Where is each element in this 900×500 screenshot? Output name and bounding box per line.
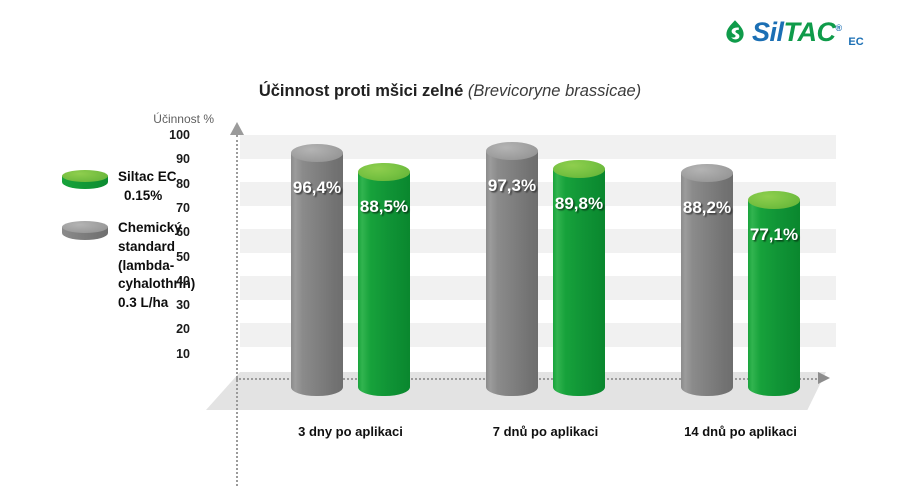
y-axis-label: Účinnost % [153,112,214,126]
y-axis-tick-label: 60 [176,225,190,240]
bar-value-label: 89,8% [554,193,604,213]
y-axis-arrow-icon [230,122,244,135]
y-axis-tick-label: 80 [176,176,190,191]
bar-cylinder: 97,3% [486,141,538,396]
bar-cylinder-top [486,141,538,160]
y-axis-tick-label: 90 [176,152,190,167]
gridline-band [240,135,836,159]
title-main: Účinnost proti mšici zelné [258,82,464,100]
bar-cylinder: 96,4% [291,143,343,396]
x-axis-category-label: 7 dnů po aplikaci [492,424,599,439]
bar-cylinder-top [681,163,733,182]
legend-label-siltac-line1: Siltac EC [118,169,177,184]
y-axis-tick-label: 30 [176,298,190,313]
bar-cylinder-body [681,172,733,396]
legend-item-chemical-standard: Chemický standard (lambda- cyhalothrin) … [62,219,196,312]
bar-value-label: 97,3% [487,175,537,195]
logo-text-ec: EC [848,35,864,48]
y-axis-tick-label: 100 [169,128,190,142]
bar-cylinder-body [358,171,410,396]
bar-cylinder-body [553,168,605,396]
legend-label-chem-line4: cyhalothrin) [118,276,196,292]
bar-cylinder: 77,1% [748,190,800,396]
x-axis-arrow-icon [818,372,830,384]
logo-text-sil: Sil [752,16,784,47]
y-axis-tick-label: 10 [176,346,190,361]
y-axis-tick-label: 40 [176,273,190,288]
bar-cylinder-body [486,150,538,396]
logo-wordmark: SilTAC® EC [752,16,864,47]
y-axis-tick-label: 70 [176,200,190,215]
bar-value-label: 96,4% [292,177,342,197]
legend-label-chemical-standard: Chemický standard (lambda- cyhalothrin) … [118,219,196,312]
bar-cylinder: 88,5% [358,162,410,396]
bar-cylinder-top [358,162,410,181]
page-title: Účinnost proti mšici zelné (Brevicoryne … [0,82,900,101]
bar-value-label: 88,5% [359,196,409,216]
registered-trademark-icon: ® [835,22,843,33]
bar-cylinder-top [291,143,343,162]
title-scientific-name: (Brevicoryne brassicae) [467,82,642,100]
siltac-logo: SilTAC® EC [722,14,887,50]
bar-cylinder-top [553,159,605,178]
legend-label-chem-line5: 0.3 L/ha [118,294,169,310]
chart-plot-area: Účinnost % 100 90 80 70 60 50 40 30 20 10 96,4% 88… [153,108,836,486]
logo-text-tac: TAC [783,16,837,47]
legend-label-chem-line1: Chemický [118,220,182,236]
bar-value-label: 88,2% [682,197,732,217]
legend-label-chem-line3: (lambda- [118,257,175,273]
x-axis-category-label: 14 dnů po aplikaci [684,424,797,439]
legend-swatch-green-cylinder-icon [62,170,108,190]
bar-cylinder-top [748,190,800,209]
legend-label-chem-line2: standard [118,238,176,254]
legend-label-siltac-line2: 0.15% [124,187,163,203]
y-axis-tick-label: 20 [176,322,190,337]
x-axis-category-label: 3 dny po aplikaci [298,424,403,439]
y-axis: Účinnost % [153,112,244,486]
bar-cylinder-body [291,152,343,396]
droplet-swirl-icon [722,19,748,45]
bar-value-label: 77,1% [749,224,799,244]
bar-cylinder-body [748,199,800,396]
legend-label-siltac: Siltac EC 0.15% [118,168,192,205]
y-axis-tick-label: 50 [176,249,190,264]
bar-cylinder: 88,2% [681,163,733,396]
legend-item-siltac: Siltac EC 0.15% [62,168,192,205]
bar-cylinder: 89,8% [553,159,605,396]
chart-legend: Siltac EC 0.15% Chemický standard (lambd… [62,168,196,318]
legend-swatch-gray-cylinder-icon [62,221,108,241]
